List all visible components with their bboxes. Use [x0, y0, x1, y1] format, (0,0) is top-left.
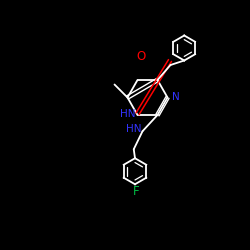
Text: O: O — [136, 50, 145, 62]
Text: HN: HN — [120, 109, 136, 119]
Text: N: N — [172, 92, 179, 102]
Text: HN: HN — [126, 124, 142, 134]
Text: F: F — [133, 185, 140, 198]
